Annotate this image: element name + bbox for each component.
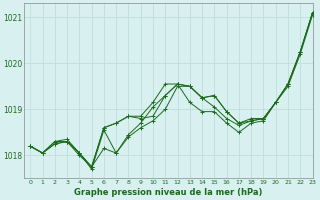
X-axis label: Graphe pression niveau de la mer (hPa): Graphe pression niveau de la mer (hPa) [74,188,262,197]
